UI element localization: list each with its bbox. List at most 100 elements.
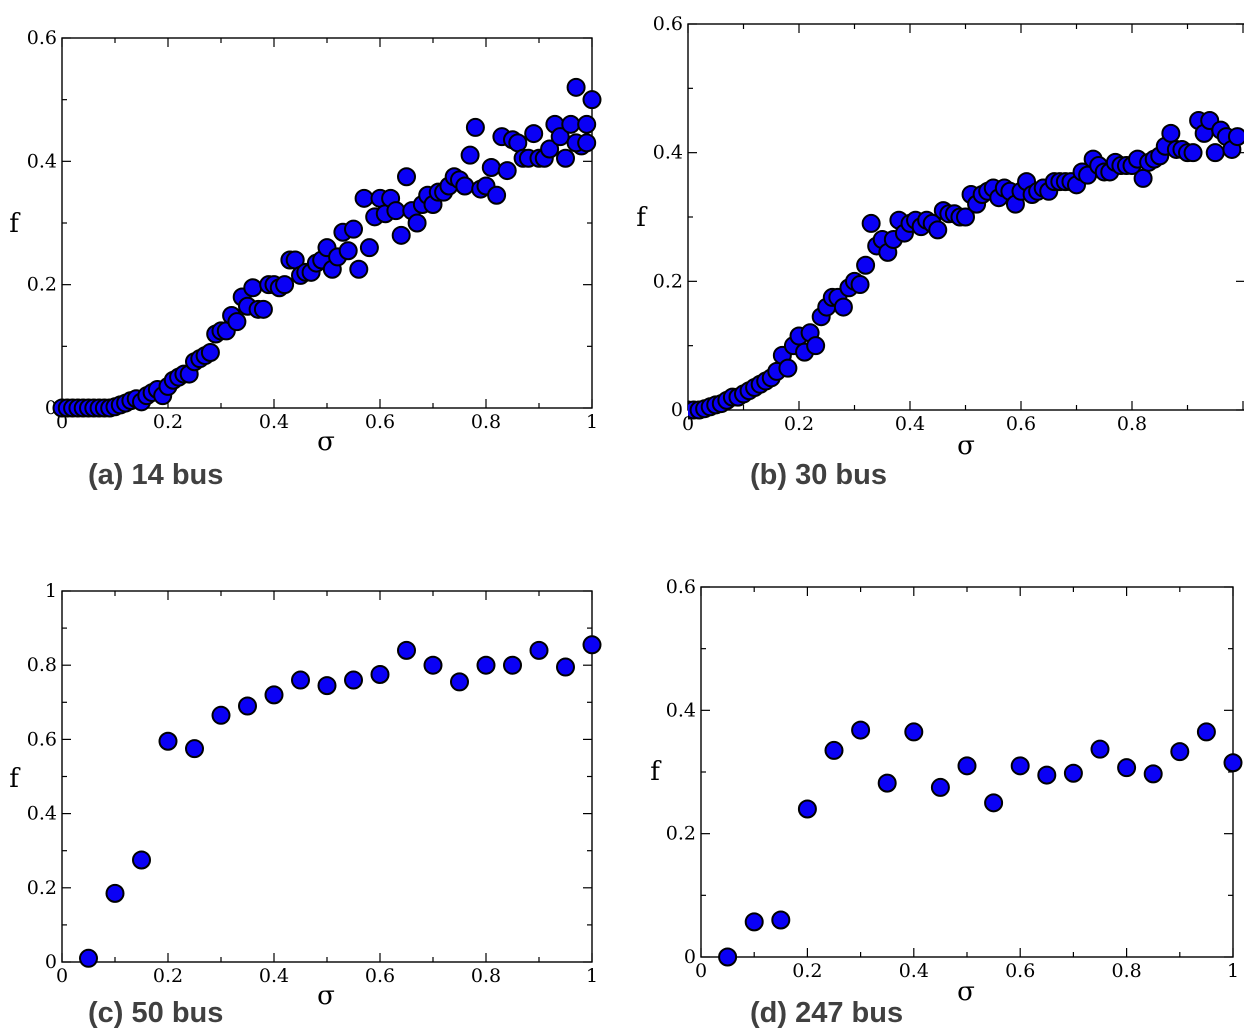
data-point [1196,722,1216,742]
y-tick-label: 0.6 [666,576,696,598]
data-point [227,312,247,332]
data-point [397,167,416,187]
data-point [833,297,853,317]
panel-label: (d) 247 bus [750,997,903,1029]
x-tick-label: 0.2 [153,965,183,987]
data-point [158,731,178,751]
data-point [450,672,469,692]
panel-c-50-bus: 0 0.2 0.4 0.6 0.8 1 0 0.2 0.4 0.6 0.8 1 σ f (c) 50 bus [9,580,602,1029]
x-tick-label: 0.6 [365,411,395,433]
y-tick-label: 0.4 [653,142,683,164]
data-point [317,676,337,696]
data-point [481,158,501,177]
panel-label: (c) 50 bus [88,997,223,1029]
data-point [566,77,586,97]
data-point [1090,739,1110,759]
data-point [1227,127,1244,147]
data-point [861,213,881,233]
data-point [904,722,924,742]
y-tick-label: 0 [684,946,696,968]
x-tick-label: 0.2 [153,411,183,433]
data-point [956,207,975,227]
y-tick-label: 0 [45,397,57,419]
data-point [460,145,480,165]
data-point [1133,168,1153,188]
data-point [778,358,798,378]
x-tick-label: 0.4 [895,413,925,435]
data-point [397,640,416,660]
data-point [877,773,897,793]
data-point [582,90,602,110]
data-point [806,336,826,356]
data-point [253,299,273,319]
data-point [984,793,1004,813]
x-tick-label: 0.8 [1111,960,1141,982]
y-tick-label: 0.8 [27,654,57,676]
y-tick-label: 0.6 [27,728,57,750]
x-tick-label: 1 [1227,960,1239,982]
data-point [1170,742,1190,762]
data-point [370,664,390,684]
panel-label: (b) 30 bus [750,459,887,491]
x-axis-label: σ [317,427,335,457]
data-point [561,114,581,134]
x-tick-label: 0.6 [1006,413,1036,435]
data-point [423,655,443,675]
y-tick-label: 0.6 [27,27,57,49]
data-point [582,635,602,655]
data-point [132,850,151,870]
data-point [338,241,358,261]
data-point [556,657,575,677]
data-point [550,127,570,147]
data-point [540,139,560,159]
y-tick-label: 0.2 [27,877,57,899]
x-tick-label: 0.6 [365,965,395,987]
data-point [744,912,764,932]
data-point [386,201,406,221]
data-point [577,114,597,134]
data-point [851,720,871,740]
data-point [577,133,597,153]
x-tick-label: 0.4 [259,965,289,987]
data-point [556,148,575,168]
data-point [1010,756,1030,776]
data-point [1063,763,1083,783]
data-point [487,185,507,205]
data-point [718,947,738,967]
plot-frame [61,590,593,963]
data-point [771,910,791,930]
x-axis-label: σ [957,977,975,1007]
x-tick-label: 0.8 [1117,413,1147,435]
data-point [391,225,411,245]
data-point [1183,143,1203,163]
data-point [200,343,220,362]
data-point [503,655,522,675]
data-point [455,176,475,196]
data-point [930,777,950,797]
data-point [1161,123,1181,143]
data-point [928,220,948,240]
data-point [344,219,363,239]
y-tick-label: 0.2 [666,823,696,845]
y-tick-label: 0 [45,951,57,973]
data-point [850,275,870,295]
y-tick-label: 0 [671,399,683,421]
data-point [211,705,231,725]
panel-d-247-bus: 0 0.2 0.4 0.6 0.8 1 0 0.2 0.4 0.6 σ f (d) 247 bus [650,576,1243,1029]
y-axis-label: f [650,757,662,787]
data-point [524,124,544,144]
y-tick-label: 1 [45,580,57,602]
data-point [856,255,876,275]
panel-label: (a) 14 bus [88,459,223,491]
data-point [238,696,257,716]
data-point [465,117,485,137]
x-tick-label: 0.2 [784,413,814,435]
data-point [79,948,98,968]
data-point [291,670,310,690]
data-point [264,685,284,705]
data-point [354,188,374,208]
y-axis-label: f [9,764,21,794]
x-tick-label: 0.6 [1005,960,1035,982]
y-axis-label: f [636,203,648,233]
data-point [185,739,204,759]
